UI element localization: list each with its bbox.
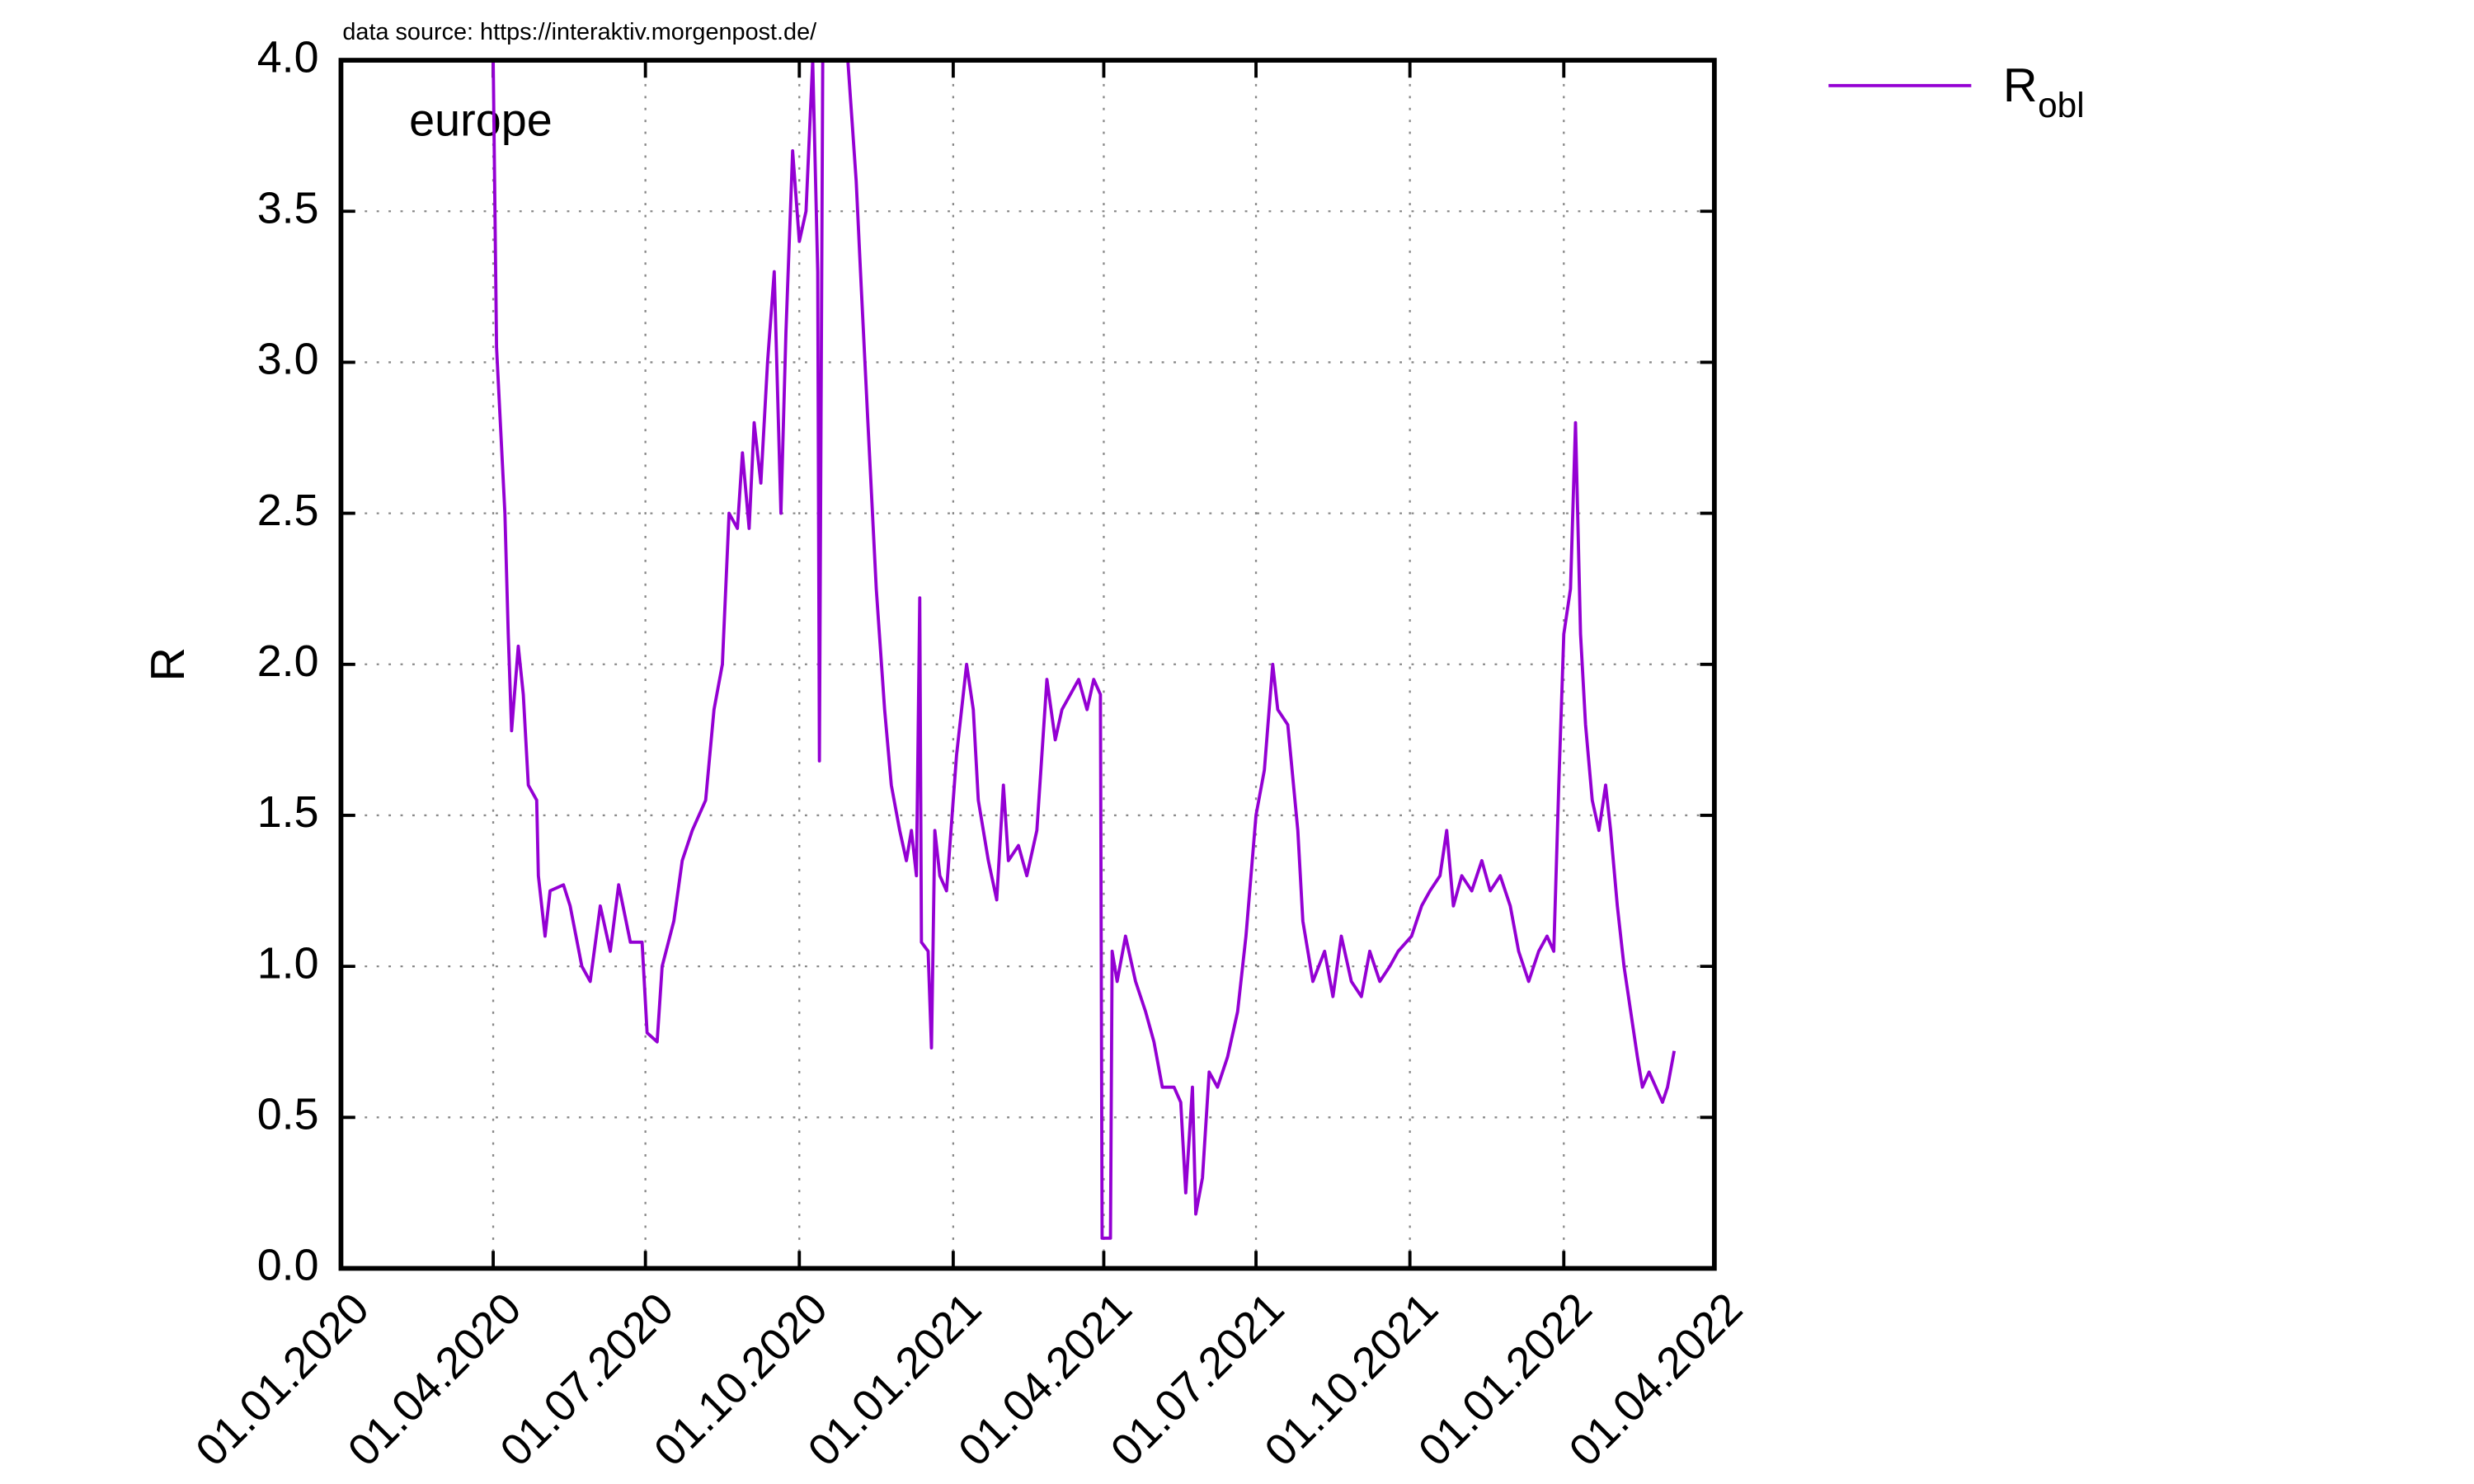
- y-tick-label: 1.5: [257, 787, 319, 837]
- legend-subscript: obl: [2038, 86, 2084, 124]
- y-tick-label: 3.5: [257, 183, 319, 232]
- plot-frame: [338, 58, 1717, 1271]
- source-note: data source: https://interaktiv.morgenpo…: [342, 19, 817, 45]
- y-tick-label: 1.0: [257, 938, 319, 988]
- plot-area: [492, 60, 1677, 1240]
- legend-label: R: [2003, 59, 2038, 112]
- y-tick-label: 2.0: [257, 636, 319, 686]
- data-line: [492, 60, 1677, 1240]
- y-tick-label: 0.0: [257, 1241, 319, 1290]
- y-tick-label: 4.0: [257, 32, 319, 82]
- y-tick-label: 0.5: [257, 1090, 319, 1139]
- y-tick-label: 3.0: [257, 335, 319, 384]
- annotation: europe: [409, 95, 553, 146]
- y-axis-label: R: [142, 647, 195, 682]
- y-tick-label: 2.5: [257, 486, 319, 535]
